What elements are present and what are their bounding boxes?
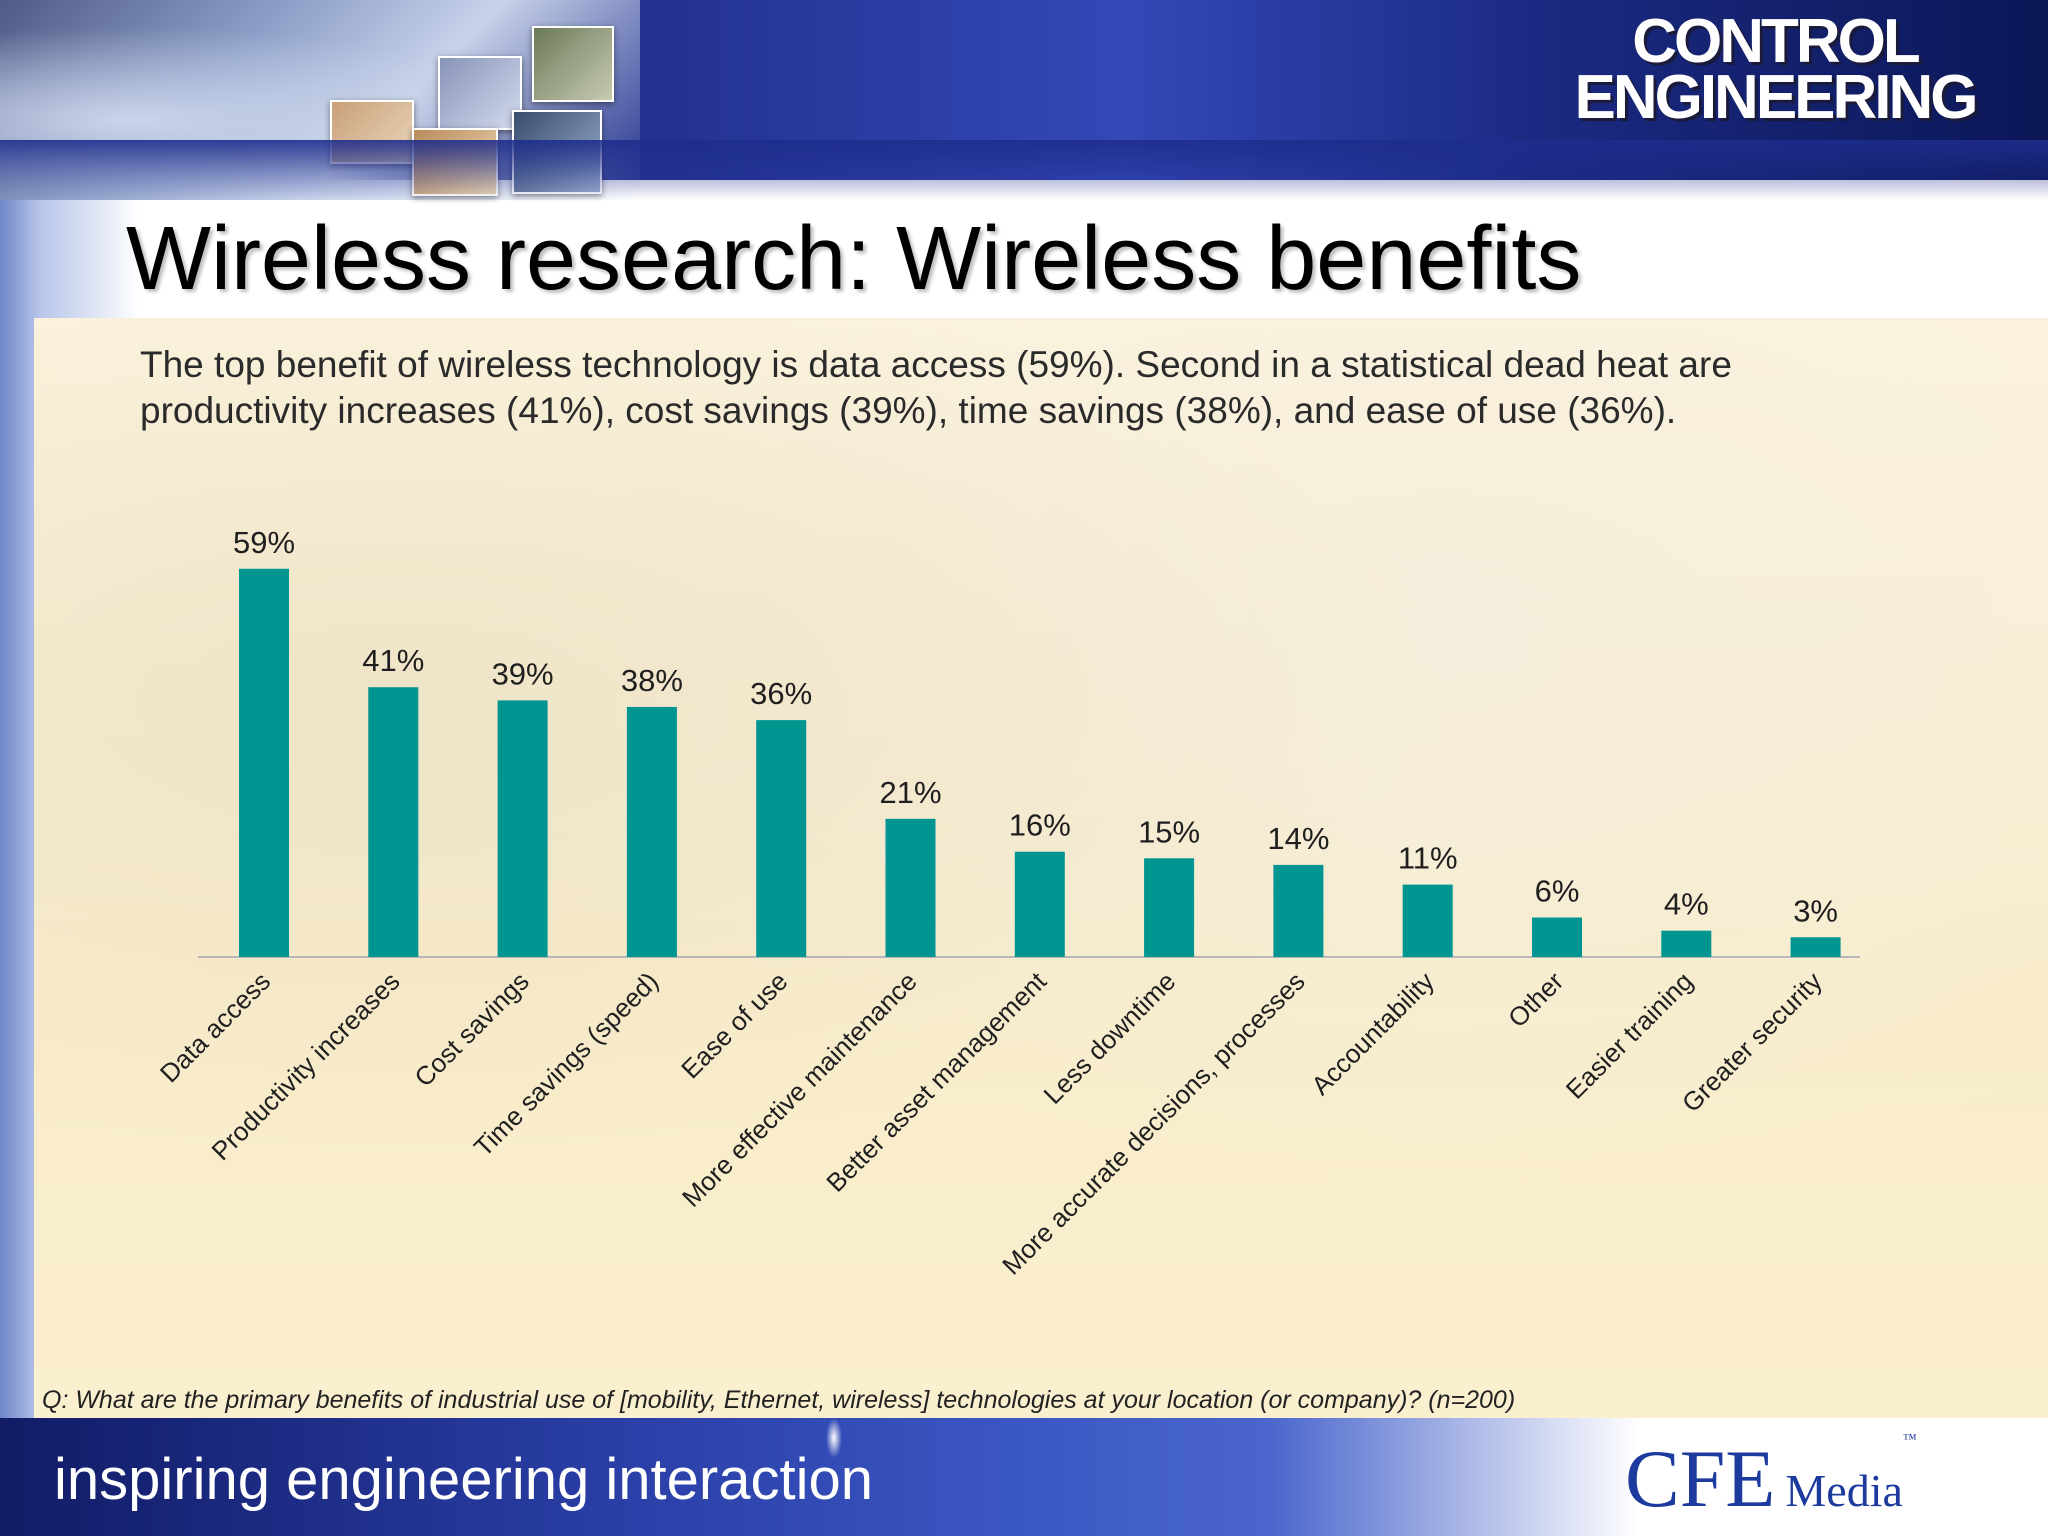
bar-value-label: 21%	[879, 775, 941, 810]
bar-value-label: 15%	[1138, 814, 1200, 849]
category-label: Cost savings	[408, 966, 534, 1092]
bar-value-label: 3%	[1793, 893, 1838, 928]
header-fade	[0, 140, 2048, 200]
category-label: Accountability	[1305, 966, 1440, 1101]
bar	[626, 706, 677, 957]
bar-value-label: 39%	[492, 656, 554, 691]
trademark-symbol: ™	[1902, 1432, 1917, 1447]
cfe-logo-text: CFE	[1625, 1433, 1776, 1524]
summary-line-2: productivity increases (41%), cost savin…	[140, 390, 1677, 431]
bar-value-label: 41%	[362, 643, 424, 678]
category-label: Data access	[154, 966, 276, 1088]
category-label: Easier training	[1560, 966, 1699, 1105]
category-label: Less downtime	[1038, 966, 1182, 1110]
cfe-media-logo: CFE Media ™	[1625, 1432, 1917, 1526]
summary-text: The top benefit of wireless technology i…	[140, 342, 1960, 434]
photo-tile-worker	[532, 26, 614, 102]
bar	[1532, 917, 1582, 957]
slide-title: Wireless research: Wireless benefits	[126, 209, 1582, 309]
bar-value-label: 4%	[1664, 887, 1709, 922]
sparkle-decoration	[826, 1418, 842, 1458]
category-label: Better asset management	[820, 965, 1052, 1197]
bar	[885, 818, 936, 957]
control-engineering-logo: CONTROL ENGINEERING	[1574, 7, 1978, 132]
survey-question: Q: What are the primary benefits of indu…	[42, 1386, 1516, 1414]
category-label: Greater security	[1676, 966, 1828, 1118]
bar-value-label: 36%	[750, 676, 812, 711]
bar-value-label: 38%	[621, 663, 683, 698]
bar	[1273, 864, 1324, 957]
footer-band	[0, 1418, 2048, 1536]
bar	[1661, 930, 1712, 957]
bar-value-label: 11%	[1398, 841, 1458, 876]
category-label: Ease of use	[675, 966, 793, 1084]
bar-value-label: 59%	[233, 525, 295, 560]
bar	[1402, 884, 1453, 957]
category-label: Other	[1502, 966, 1569, 1033]
bar	[368, 687, 419, 957]
category-label: More effective maintenance	[676, 966, 923, 1213]
bar	[239, 568, 289, 957]
media-logo-text: Media	[1785, 1465, 1903, 1516]
bar	[1790, 937, 1841, 957]
summary-line-1: The top benefit of wireless technology i…	[140, 344, 1732, 385]
bar-value-label: 14%	[1267, 821, 1329, 856]
bar-value-label: 6%	[1535, 874, 1580, 909]
bar-value-label: 16%	[1009, 808, 1071, 843]
bar	[497, 700, 548, 957]
bar	[1014, 851, 1065, 957]
photo-tile-factory	[438, 56, 522, 130]
bar	[756, 720, 807, 957]
bar	[1144, 858, 1195, 957]
tagline: inspiring engineering interaction	[54, 1447, 873, 1512]
